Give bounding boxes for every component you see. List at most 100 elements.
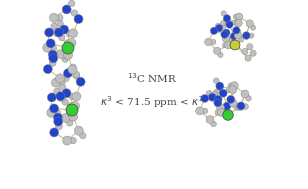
Circle shape (51, 23, 57, 30)
Circle shape (249, 33, 254, 38)
Circle shape (214, 99, 222, 107)
Circle shape (74, 15, 83, 24)
Text: $^{13}$C NMR: $^{13}$C NMR (127, 71, 178, 85)
Circle shape (50, 44, 56, 51)
Circle shape (62, 5, 71, 14)
Circle shape (69, 29, 78, 38)
Circle shape (45, 28, 54, 37)
Circle shape (236, 103, 244, 111)
Circle shape (243, 104, 249, 109)
Circle shape (222, 35, 229, 42)
Circle shape (47, 108, 56, 117)
Circle shape (216, 23, 221, 29)
Circle shape (246, 96, 251, 101)
Circle shape (69, 112, 78, 121)
Circle shape (196, 107, 204, 115)
Circle shape (234, 105, 240, 110)
Circle shape (223, 102, 231, 110)
Circle shape (229, 98, 234, 104)
Circle shape (68, 103, 74, 109)
Circle shape (55, 28, 63, 37)
Circle shape (218, 52, 223, 58)
Circle shape (227, 95, 235, 103)
Circle shape (53, 113, 62, 122)
Circle shape (57, 92, 66, 101)
Circle shape (62, 56, 68, 62)
Circle shape (67, 120, 73, 126)
Circle shape (59, 84, 66, 90)
Circle shape (221, 25, 226, 30)
Circle shape (217, 108, 225, 116)
Circle shape (234, 32, 242, 39)
Circle shape (47, 93, 56, 102)
Circle shape (215, 110, 221, 115)
Circle shape (73, 73, 80, 79)
Circle shape (60, 25, 69, 34)
Circle shape (223, 29, 230, 36)
Circle shape (212, 91, 217, 97)
Circle shape (66, 30, 72, 36)
Circle shape (214, 95, 222, 103)
Circle shape (63, 69, 72, 78)
Circle shape (63, 75, 69, 81)
Circle shape (205, 38, 212, 46)
Circle shape (221, 31, 228, 38)
Circle shape (74, 126, 83, 135)
Circle shape (63, 50, 73, 60)
Circle shape (67, 38, 76, 47)
Circle shape (250, 25, 256, 30)
Circle shape (55, 74, 65, 83)
Circle shape (225, 41, 232, 49)
Circle shape (243, 32, 250, 39)
Circle shape (241, 90, 249, 98)
Circle shape (250, 50, 256, 56)
Circle shape (50, 104, 59, 113)
Circle shape (229, 99, 237, 107)
Circle shape (70, 137, 76, 144)
Circle shape (59, 79, 65, 86)
Circle shape (68, 65, 77, 74)
Circle shape (223, 110, 233, 120)
Circle shape (63, 136, 72, 145)
Text: $\kappa^3$ < 71.5 ppm < $\kappa^2$: $\kappa^3$ < 71.5 ppm < $\kappa^2$ (100, 94, 205, 110)
Circle shape (68, 0, 75, 7)
Circle shape (43, 43, 52, 52)
Circle shape (53, 28, 62, 37)
Circle shape (224, 17, 229, 22)
Circle shape (62, 89, 71, 98)
Circle shape (245, 55, 251, 61)
Circle shape (230, 33, 238, 40)
Circle shape (57, 50, 66, 59)
Circle shape (235, 19, 242, 26)
Circle shape (215, 24, 223, 32)
Circle shape (222, 43, 228, 48)
Circle shape (237, 102, 245, 110)
Circle shape (80, 132, 86, 139)
Circle shape (208, 93, 216, 101)
Circle shape (49, 13, 58, 22)
Circle shape (57, 15, 63, 21)
Circle shape (247, 43, 253, 50)
Circle shape (54, 117, 63, 126)
Circle shape (243, 32, 250, 39)
Circle shape (56, 92, 65, 101)
Circle shape (213, 78, 219, 84)
Circle shape (59, 34, 65, 41)
Circle shape (66, 104, 78, 116)
Circle shape (50, 128, 59, 137)
Circle shape (43, 65, 52, 74)
Circle shape (219, 89, 227, 97)
Circle shape (54, 88, 60, 95)
Circle shape (246, 20, 253, 27)
Circle shape (51, 108, 57, 115)
Circle shape (202, 108, 208, 114)
Circle shape (57, 20, 63, 27)
Circle shape (235, 29, 241, 34)
Circle shape (242, 48, 248, 55)
Circle shape (217, 104, 225, 112)
Circle shape (206, 116, 214, 124)
Circle shape (56, 123, 62, 130)
Circle shape (221, 21, 226, 26)
Circle shape (223, 105, 229, 111)
Circle shape (228, 36, 233, 41)
